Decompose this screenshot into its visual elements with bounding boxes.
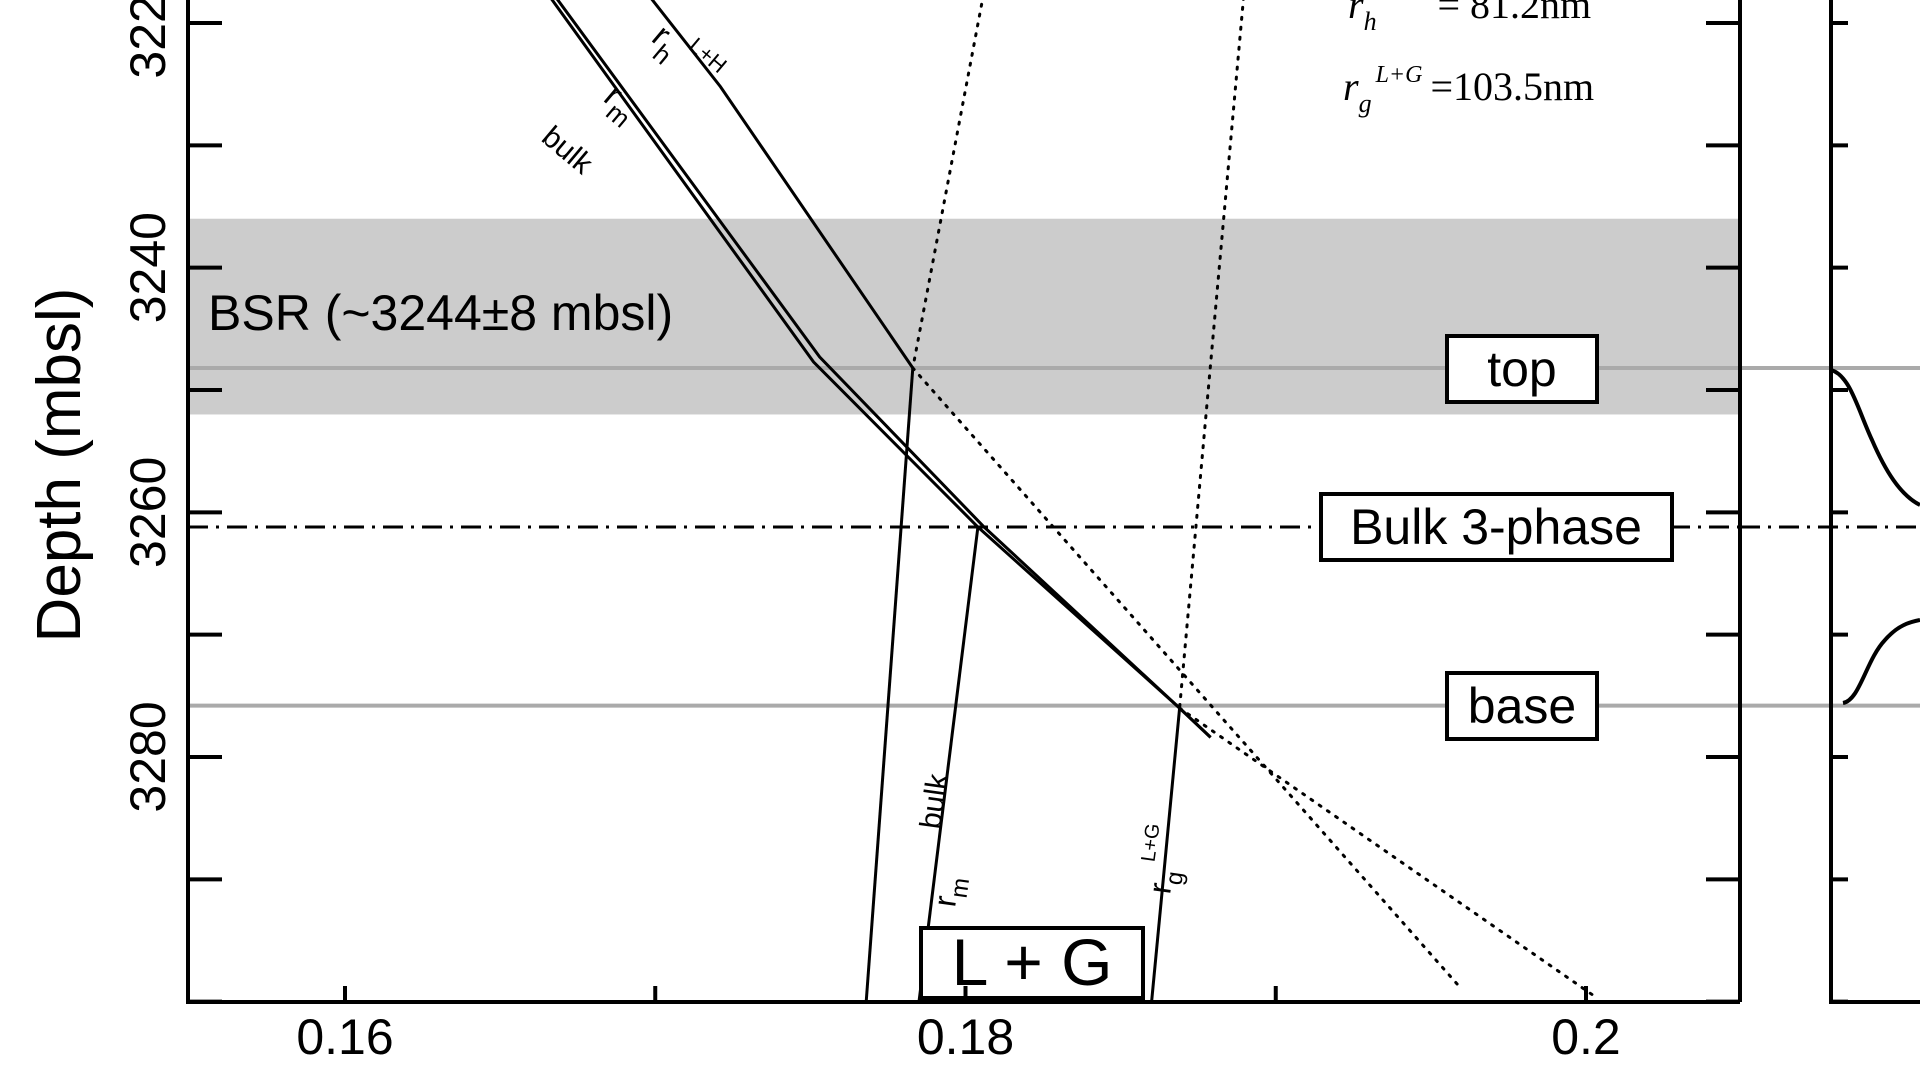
svg-text:base: base (1468, 678, 1576, 734)
marker-box-top: top (1445, 334, 1599, 404)
y-axis-label: Depth (mbsl) (25, 288, 94, 643)
svg-text:Bulk 3-phase: Bulk 3-phase (1350, 499, 1642, 555)
x-tick-label: 0.16 (296, 1009, 393, 1065)
y-tick-label: 3260 (120, 457, 176, 568)
region-label: L + G (952, 925, 1113, 999)
bsr-label: BSR (~3244±8 mbsl) (208, 285, 673, 341)
marker-box-bulk-3phase: Bulk 3-phase (1319, 492, 1674, 562)
radius-annotation-rh: rhL+H= 81.2nm (1348, 0, 1591, 36)
curve-label-rh-lh: rh L+H (638, 11, 731, 102)
adjacent-panel-trace-lower (1842, 618, 1920, 705)
curve-label-bulk-upper: bulk (536, 120, 600, 181)
radius-annotation-rg: rgL+G =103.5nm (1343, 62, 1594, 118)
x-tick-label: 0.2 (1551, 1009, 1621, 1065)
svg-text:top: top (1487, 341, 1557, 397)
curve-label-rm-lower: rm (926, 874, 975, 911)
series-line-r-1 (555, 0, 1212, 739)
y-tick-label: 3240 (120, 212, 176, 323)
y-tick-label: 3280 (120, 701, 176, 812)
marker-box-base: base (1445, 671, 1599, 741)
series-line-r-9 (1178, 706, 1597, 999)
y-tick-label: 3220 (120, 0, 176, 79)
curve-label-rm-upper: rm (592, 77, 647, 133)
series-line-r-7 (911, 366, 1464, 991)
region-label-box: L + G (919, 925, 1145, 1000)
adjacent-panel-trace-upper (1830, 368, 1920, 507)
series-line-r-6 (911, 0, 984, 370)
series-line-r-5 (1150, 707, 1182, 1002)
curve-label-rg-lg: rgL+G (1133, 822, 1195, 897)
x-tick-label: 0.18 (917, 1009, 1014, 1065)
series-line-r-4 (864, 367, 915, 1002)
series-line-r-2 (650, 0, 915, 369)
series-line-bulk-3 (917, 526, 980, 1002)
curve-label-bulk-lower: bulk (914, 771, 954, 831)
